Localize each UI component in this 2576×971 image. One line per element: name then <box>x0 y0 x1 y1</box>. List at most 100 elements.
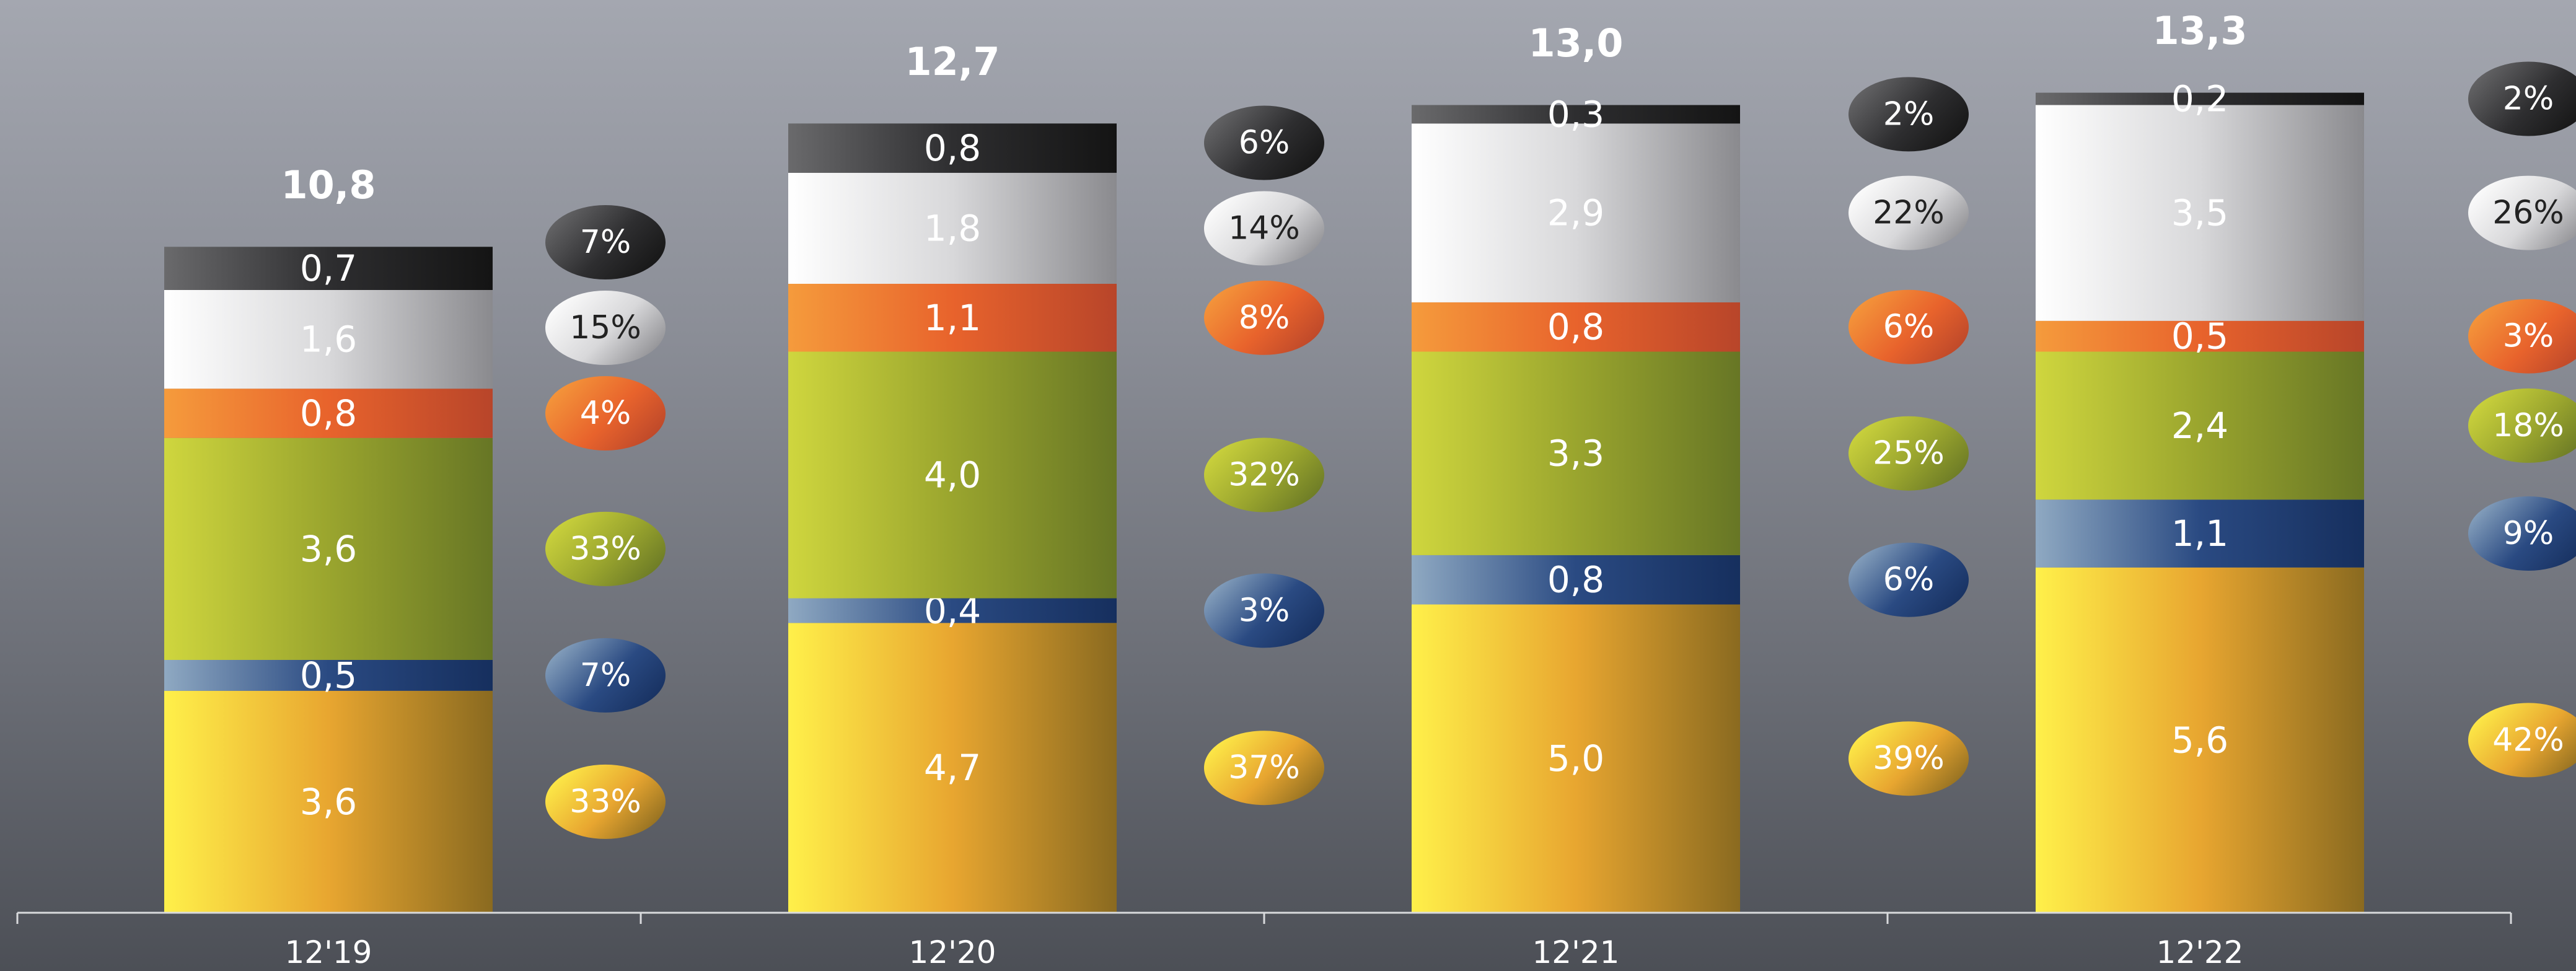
x-axis: 12'19 12'20 12'21 12'22 <box>16 912 2512 970</box>
percent-label: 6% <box>1883 309 1935 346</box>
segment-value-label: 3,6 <box>300 781 357 823</box>
percent-bubble-olive-1 <box>1204 437 1324 512</box>
segment-value-label: 0,8 <box>924 127 981 169</box>
percent-label: 2% <box>1883 95 1935 133</box>
segment-value-label: 4,0 <box>924 454 981 496</box>
bar-segment-yellow-2 <box>1412 604 1740 913</box>
bars-layer: 3,60,53,60,81,60,710,84,70,44,01,11,80,8… <box>164 8 2364 913</box>
segment-value-label: 3,6 <box>300 528 357 570</box>
percent-label: 42% <box>2492 721 2564 758</box>
percent-label: 3% <box>1239 592 1290 629</box>
bar-total-label: 10,8 <box>281 162 376 208</box>
bar-segment-olive-1 <box>788 351 1117 599</box>
percent-label: 7% <box>580 657 631 694</box>
bar-segment-blue-1 <box>788 598 1117 623</box>
percent-bubble-dark-0 <box>545 205 666 279</box>
percent-bubble-olive-3 <box>2468 388 2576 463</box>
percent-label: 14% <box>1228 210 1300 247</box>
percent-label: 39% <box>1873 740 1945 777</box>
percent-bubble-blue-2 <box>1848 542 1969 617</box>
percent-bubble-white-3 <box>2468 175 2576 250</box>
bar-segment-blue-3 <box>2036 499 2364 568</box>
percent-label: 32% <box>1228 457 1300 494</box>
percent-label: 22% <box>1873 195 1945 232</box>
segment-value-label: 0,3 <box>1547 93 1604 135</box>
percent-label: 9% <box>2503 515 2554 552</box>
bar-total-label: 13,3 <box>2153 8 2248 53</box>
percent-label: 33% <box>569 530 641 568</box>
x-tick-label: 12'22 <box>2156 934 2244 970</box>
percent-bubble-orange-0 <box>545 376 666 450</box>
bar-total-label: 13,0 <box>1529 20 1624 66</box>
bar-segment-orange-0 <box>164 389 493 438</box>
bar-segment-olive-2 <box>1412 351 1740 555</box>
percent-bubble-olive-0 <box>545 511 666 586</box>
percent-bubble-blue-3 <box>2468 496 2576 571</box>
x-tick-label: 12'19 <box>285 934 372 970</box>
segment-value-label: 0,5 <box>300 654 357 696</box>
percent-label: 18% <box>2492 407 2564 444</box>
percent-bubble-orange-2 <box>1848 289 1969 364</box>
percent-bubble-orange-3 <box>2468 299 2576 374</box>
percent-label: 33% <box>569 783 641 820</box>
percent-label: 3% <box>2503 318 2554 355</box>
percent-bubble-dark-3 <box>2468 61 2576 136</box>
bar-segment-white-0 <box>164 290 493 389</box>
percent-bubble-yellow-0 <box>545 764 666 839</box>
percent-label: 25% <box>1873 435 1945 472</box>
bar-segment-yellow-3 <box>2036 567 2364 913</box>
segment-value-label: 0,5 <box>2171 315 2228 358</box>
x-tick-label: 12'20 <box>909 934 996 970</box>
segment-value-label: 0,8 <box>1547 306 1604 348</box>
bar-segment-yellow-0 <box>164 690 493 913</box>
percent-bubble-blue-1 <box>1204 573 1324 648</box>
segment-value-label: 2,4 <box>2171 405 2228 447</box>
percent-label: 4% <box>580 395 631 432</box>
bar-segment-blue-2 <box>1412 555 1740 605</box>
segment-value-label: 0,8 <box>300 392 357 434</box>
bar-segment-white-3 <box>2036 105 2364 321</box>
segment-value-label: 2,9 <box>1547 192 1604 234</box>
bar-total-label: 12,7 <box>905 39 1000 84</box>
percent-bubble-orange-1 <box>1204 280 1324 355</box>
segment-value-label: 3,5 <box>2171 192 2228 234</box>
percent-label: 6% <box>1239 125 1290 162</box>
bar-segment-white-2 <box>1412 123 1740 302</box>
segment-value-label: 1,8 <box>924 208 981 250</box>
bar-segment-orange-2 <box>1412 302 1740 352</box>
bar-segment-yellow-1 <box>788 623 1117 913</box>
percent-bubbles-layer: 33% 7% 33% 4% 15% 7% 37% 3% 32% 8% 14% 6% 39% 6% 25% 6%… <box>545 61 2576 839</box>
segment-value-label: 1,6 <box>300 319 357 361</box>
segment-value-label: 0,8 <box>1547 559 1604 601</box>
percent-bubble-white-0 <box>545 291 666 365</box>
percent-bubble-dark-2 <box>1848 77 1969 152</box>
bar-segment-white-1 <box>788 172 1117 284</box>
segment-value-label: 0,7 <box>300 247 357 289</box>
segment-value-label: 1,1 <box>2171 512 2228 555</box>
bar-segment-blue-0 <box>164 660 493 691</box>
segment-value-label: 0,2 <box>2171 78 2228 120</box>
percent-bubble-white-2 <box>1848 175 1969 250</box>
bar-segment-dark-1 <box>788 123 1117 173</box>
bar-segment-dark-0 <box>164 247 493 290</box>
percent-label: 8% <box>1239 299 1290 336</box>
bar-segment-dark-2 <box>1412 105 1740 124</box>
percent-bubble-yellow-3 <box>2468 703 2576 778</box>
segment-value-label: 3,3 <box>1547 433 1604 475</box>
percent-bubble-white-1 <box>1204 191 1324 266</box>
percent-label: 7% <box>580 224 631 261</box>
segment-value-label: 5,6 <box>2171 719 2228 761</box>
bar-segment-orange-1 <box>788 284 1117 352</box>
segment-value-label: 5,0 <box>1547 737 1604 780</box>
bar-segment-orange-3 <box>2036 320 2364 352</box>
x-tick-label: 12'21 <box>1532 934 1620 970</box>
percent-bubble-dark-1 <box>1204 105 1324 180</box>
percent-label: 26% <box>2492 195 2564 232</box>
percent-label: 6% <box>1883 561 1935 599</box>
percent-label: 2% <box>2503 81 2554 118</box>
segment-value-label: 4,7 <box>924 747 981 789</box>
percent-bubble-yellow-1 <box>1204 731 1324 806</box>
percent-bubble-blue-0 <box>545 638 666 713</box>
percent-bubble-olive-2 <box>1848 416 1969 491</box>
